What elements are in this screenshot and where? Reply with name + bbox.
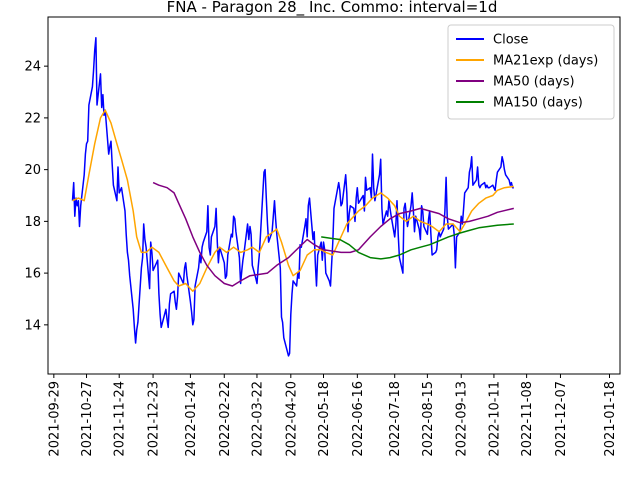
y-axis: 14 16 18 20 22 24	[24, 60, 48, 333]
y-tick-label: 18	[24, 215, 41, 230]
x-tick-label: 2022-01-24	[184, 381, 199, 457]
x-tick-label: 2022-04-20	[284, 381, 299, 457]
series-line-ma50-days	[152, 181, 514, 287]
y-tick-label: 14	[24, 318, 41, 333]
x-tick-label: 2022-07-18	[388, 381, 403, 457]
legend-label: MA21exp (days)	[493, 54, 598, 69]
x-tick-label: 2021-12-23	[147, 381, 162, 457]
legend-label: MA150 (days)	[493, 96, 583, 111]
x-tick-label: 2022-08-15	[421, 381, 436, 457]
x-tick-label: 2022-05-18	[317, 381, 332, 457]
legend-label: Close	[493, 33, 528, 48]
x-tick-label: 2022-10-11	[487, 381, 502, 457]
y-tick-label: 16	[24, 267, 41, 282]
x-tick-label: 2021-10-27	[80, 381, 95, 457]
legend-box	[447, 24, 615, 120]
x-tick-label: 2022-11-08	[520, 381, 535, 457]
x-tick-label: 2021-09-29	[47, 381, 62, 457]
chart-title: FNA - Paragon 28_ Inc. Commo: interval=1…	[167, 0, 498, 17]
y-tick-label: 20	[24, 163, 41, 178]
x-tick-label: 2022-02-22	[218, 381, 233, 457]
series-line-ma150-days	[321, 223, 514, 260]
x-tick-label: 2022-09-13	[455, 381, 470, 457]
x-axis: 2021-09-29 2021-10-27 2021-11-24 2021-12-23…	[47, 374, 618, 457]
series-line-ma21exp-days	[72, 109, 514, 292]
plot-frame	[47, 16, 621, 375]
series-line-close	[71, 36, 514, 357]
legend: Close MA21exp (days) MA50 (days) MA150 (day…	[447, 24, 615, 120]
legend-label: MA50 (days)	[493, 75, 575, 90]
x-tick-label: 2022-06-16	[351, 381, 366, 457]
y-tick-label: 22	[24, 111, 41, 126]
series-layer	[71, 36, 514, 357]
x-tick-label: 2021-12-07	[554, 381, 569, 457]
y-tick-label: 24	[24, 60, 41, 75]
x-tick-label: 2021-01-18	[603, 381, 618, 457]
x-tick-label: 2022-03-22	[251, 381, 266, 457]
x-tick-label: 2021-11-24	[113, 381, 128, 457]
